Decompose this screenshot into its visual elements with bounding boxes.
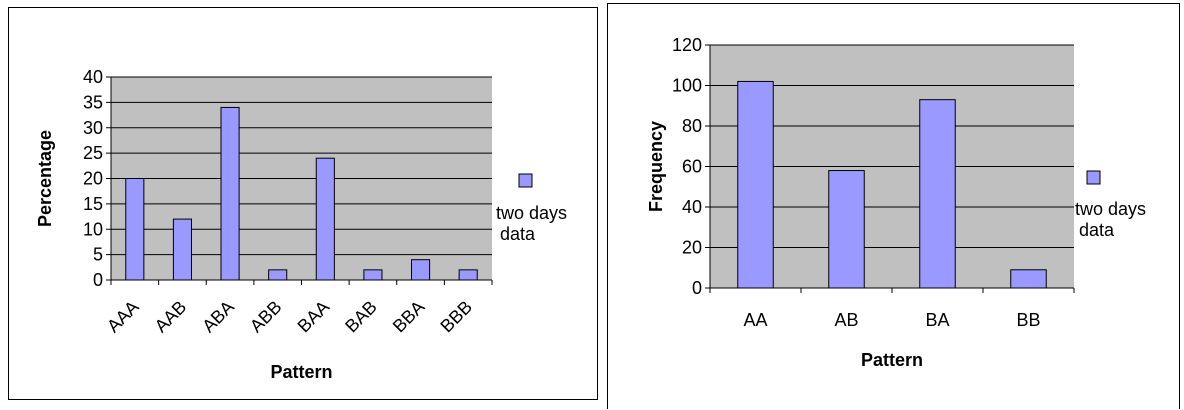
x-axis-title: Pattern: [861, 350, 923, 370]
y-tick-label: 0: [93, 270, 103, 290]
y-tick-label: 10: [83, 219, 103, 239]
y-axis-title: Frequency: [646, 121, 666, 212]
x-tick-label: AAB: [151, 297, 191, 337]
bar: [828, 170, 865, 289]
y-axis-title: Percentage: [35, 130, 55, 227]
bar: [220, 106, 240, 281]
x-tick-label: ABA: [198, 297, 238, 337]
bar: [363, 269, 383, 281]
legend-label: data: [500, 224, 536, 244]
y-tick-label: 40: [682, 197, 702, 217]
y-tick-label: 25: [83, 143, 103, 163]
x-tick-label: AA: [743, 310, 767, 330]
legend-label: two days: [496, 203, 567, 223]
y-tick-label: 20: [83, 169, 103, 189]
x-tick-label: ABB: [246, 297, 286, 337]
legend-label: data: [1079, 220, 1115, 240]
bar: [172, 218, 192, 281]
y-tick-label: 5: [93, 245, 103, 265]
x-tick-label: BB: [1016, 310, 1040, 330]
y-tick-label: 80: [682, 116, 702, 136]
frequency-chart: 0 20 40 60 80 100 120 AA AB BA BB Pattern Frequency t…: [607, 3, 1180, 409]
y-tick-label: 40: [83, 67, 103, 87]
bar: [458, 269, 478, 281]
y-tick-label: 60: [682, 157, 702, 177]
y-tick-label: 0: [692, 278, 702, 298]
bar: [737, 80, 774, 289]
y-tick-label: 15: [83, 194, 103, 214]
percentage-chart: 0 5 10 15 20 25 30 35 40 AAA AAB ABA ABB BAA BAB BBA BBB…: [8, 7, 598, 400]
bar: [411, 259, 431, 281]
legend-swatch: [1086, 170, 1101, 185]
x-tick-label: BBA: [389, 297, 429, 337]
x-tick-label: BAA: [294, 297, 334, 337]
y-tick-label: 30: [83, 118, 103, 138]
bar: [1010, 269, 1047, 289]
x-tick-label: BA: [925, 310, 949, 330]
legend-swatch: [518, 173, 533, 188]
frequency-chart-svg: 0 20 40 60 80 100 120 AA AB BA BB Pattern Frequency t…: [646, 35, 1146, 370]
x-tick-label: BBB: [436, 297, 476, 337]
bar: [919, 99, 956, 289]
x-tick-label: BAB: [341, 297, 381, 337]
bar: [125, 178, 145, 281]
bar: [268, 269, 288, 281]
y-tick-label: 120: [672, 35, 702, 55]
y-tick-label: 35: [83, 92, 103, 112]
y-tick-label: 100: [672, 76, 702, 96]
x-axis-title: Pattern: [270, 362, 332, 382]
legend-label: two days: [1075, 199, 1146, 219]
y-tick-label: 20: [682, 238, 702, 258]
bar: [315, 157, 335, 281]
x-tick-label: AB: [834, 310, 858, 330]
percentage-chart-svg: 0 5 10 15 20 25 30 35 40 AAA AAB ABA ABB BAA BAB BBA BBB…: [35, 67, 567, 382]
x-tick-label: AAA: [103, 297, 143, 337]
